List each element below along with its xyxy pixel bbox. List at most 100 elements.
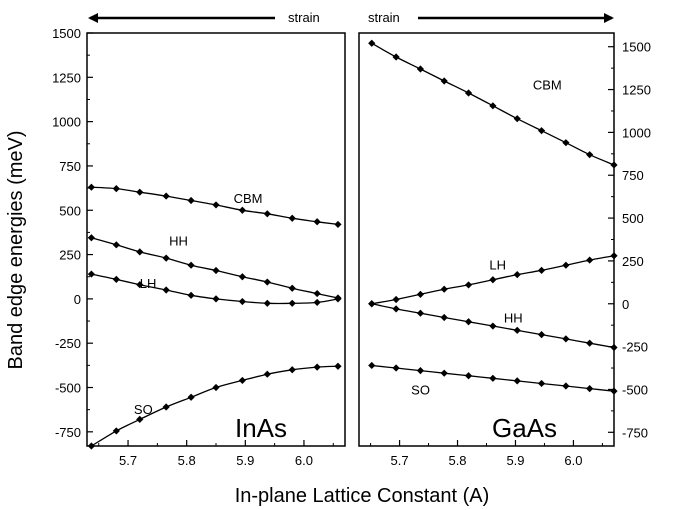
cbm-point bbox=[212, 201, 220, 209]
lh-point bbox=[537, 266, 546, 274]
y-tick-label: 500 bbox=[59, 203, 81, 218]
y-tick-label: 1000 bbox=[622, 125, 651, 140]
cbm-point bbox=[464, 89, 473, 97]
cbm-point bbox=[513, 115, 521, 123]
hh-point bbox=[187, 261, 195, 269]
hh-point bbox=[610, 343, 618, 352]
x-tick-label: 5.7 bbox=[391, 453, 409, 468]
cbm-point bbox=[136, 188, 144, 196]
hh-point bbox=[288, 284, 296, 292]
y-tick-label: 250 bbox=[622, 254, 644, 269]
cbm-point bbox=[238, 206, 246, 214]
lh-label-inas: LH bbox=[140, 276, 157, 291]
lh-point bbox=[416, 290, 425, 298]
panel-inas: strain 5.7 5.8 5.9 6.0 -750 -500 -250 0 250 500 75… bbox=[52, 10, 346, 468]
panel-label-inas: InAs bbox=[235, 413, 287, 443]
cbm-label-gaas: CBM bbox=[533, 78, 562, 93]
y-tick-label: 1500 bbox=[52, 26, 81, 41]
cbm-point bbox=[288, 214, 296, 222]
x-tick-label: 6.0 bbox=[564, 453, 582, 468]
hh-label-gaas: HH bbox=[504, 311, 523, 326]
x-tick-label: 5.8 bbox=[178, 453, 196, 468]
lh-point bbox=[87, 270, 95, 278]
so-point bbox=[136, 415, 144, 424]
lh-point bbox=[162, 286, 170, 294]
lh-point bbox=[288, 299, 296, 307]
y-tick-label: -750 bbox=[55, 425, 81, 440]
so-point bbox=[586, 384, 594, 393]
cbm-point bbox=[368, 39, 376, 47]
hh-point bbox=[392, 305, 400, 313]
x-tick-label: 5.8 bbox=[448, 453, 466, 468]
y-tick-label: 750 bbox=[622, 168, 644, 183]
so-point bbox=[440, 369, 448, 377]
lh-point bbox=[187, 291, 195, 299]
strain-label-right: strain bbox=[368, 10, 400, 25]
lh-label-gaas: LH bbox=[489, 257, 506, 272]
cbm-point bbox=[263, 210, 271, 218]
x-tick-label: 6.0 bbox=[295, 453, 313, 468]
cbm-point bbox=[586, 151, 594, 159]
so-point bbox=[187, 393, 195, 401]
lh-point bbox=[313, 298, 321, 307]
hh-point bbox=[562, 335, 570, 343]
so-point bbox=[368, 361, 376, 370]
so-point bbox=[313, 363, 321, 371]
y-tick-label: 1500 bbox=[622, 40, 651, 55]
so-point bbox=[87, 442, 95, 450]
so-point bbox=[112, 427, 120, 435]
y-tick-label: -750 bbox=[622, 425, 648, 440]
lh-point bbox=[238, 297, 246, 306]
so-point bbox=[288, 366, 296, 374]
y-tick-label: 1250 bbox=[622, 83, 651, 98]
panel-gaas: strain 5.7 5.8 5.9 6.0 -750 -500 -250 0 250 500 75… bbox=[358, 10, 651, 468]
so-point bbox=[238, 376, 246, 385]
lh-point bbox=[489, 276, 497, 284]
cbm-point bbox=[392, 53, 400, 61]
hh-point bbox=[586, 339, 594, 347]
lh-point bbox=[334, 295, 342, 303]
panel-label-gaas: GaAs bbox=[492, 413, 557, 443]
cbm-label-inas: CBM bbox=[234, 191, 263, 206]
lh-point bbox=[212, 295, 220, 303]
y-tick-label: 1250 bbox=[52, 70, 81, 85]
so-point bbox=[610, 387, 618, 395]
so-label-inas: SO bbox=[134, 402, 153, 417]
hh-point bbox=[368, 300, 376, 308]
cbm-point bbox=[87, 183, 95, 191]
so-point bbox=[489, 374, 497, 382]
so-point bbox=[513, 377, 521, 385]
y-tick-label: 500 bbox=[622, 211, 644, 226]
x-axis-title: In-plane Lattice Constant (A) bbox=[235, 485, 490, 507]
y-tick-label: -500 bbox=[55, 381, 81, 396]
cbm-point bbox=[610, 161, 618, 169]
hh-point bbox=[513, 326, 521, 334]
hh-label-inas: HH bbox=[169, 234, 188, 249]
so-point bbox=[263, 370, 271, 378]
y-axis-title: Band edge energies (meV) bbox=[5, 130, 27, 369]
x-tick-label: 5.9 bbox=[506, 453, 524, 468]
y-tick-label: 750 bbox=[59, 159, 81, 174]
plot-frame-gaas bbox=[358, 32, 615, 447]
y-tick-label: 250 bbox=[59, 248, 81, 263]
y-tick-label: 0 bbox=[74, 292, 81, 307]
cbm-point bbox=[162, 192, 170, 200]
y-tick-label: 0 bbox=[622, 297, 629, 312]
hh-point bbox=[136, 248, 144, 256]
lh-point bbox=[136, 281, 144, 289]
cbm-point bbox=[334, 220, 342, 229]
cbm-point bbox=[112, 185, 120, 193]
y-tick-label: -250 bbox=[622, 340, 648, 355]
cbm-point bbox=[440, 77, 448, 85]
hh-point bbox=[238, 273, 246, 281]
hh-point bbox=[87, 234, 95, 242]
hh-point bbox=[162, 254, 170, 262]
hh-point bbox=[263, 278, 271, 286]
cbm-point bbox=[537, 127, 546, 135]
hh-point bbox=[416, 309, 425, 317]
so-label-gaas: SO bbox=[411, 383, 430, 398]
so-curve-inas bbox=[91, 365, 339, 447]
cbm-point bbox=[416, 65, 425, 73]
lh-point bbox=[586, 256, 594, 264]
so-point bbox=[464, 372, 473, 380]
